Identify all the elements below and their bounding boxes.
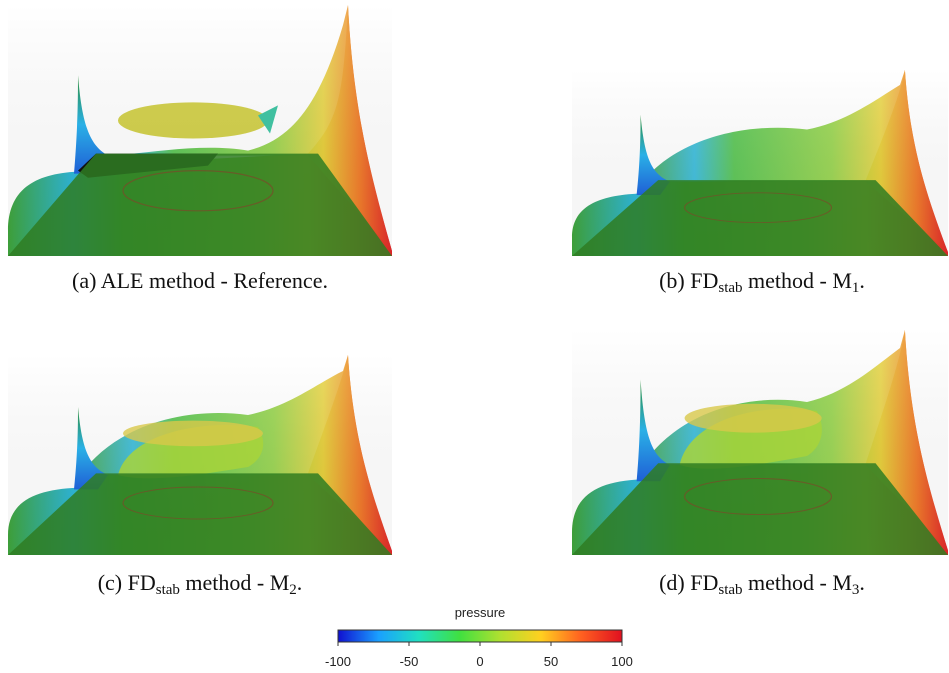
caption-subscript: stab <box>155 582 180 598</box>
colorbar-tick-label: 0 <box>476 654 483 669</box>
caption-text: . <box>859 268 865 293</box>
caption-text: (a) ALE method - Reference. <box>72 268 328 293</box>
surface-plot <box>8 5 392 256</box>
caption: (d) FDstab method - M3. <box>552 570 949 598</box>
caption-text: method - M <box>742 268 852 293</box>
lens-top <box>123 420 263 447</box>
surface-plot <box>572 330 948 555</box>
plane <box>8 153 392 256</box>
caption: (b) FDstab method - M1. <box>552 268 949 296</box>
caption-text: (b) FD <box>659 268 719 293</box>
caption-text: (d) FD <box>659 570 719 595</box>
lens <box>118 102 268 139</box>
plane <box>572 180 948 256</box>
surface-plot <box>572 70 948 256</box>
caption: (a) ALE method - Reference. <box>0 268 410 294</box>
surface-plot <box>8 355 392 555</box>
spike <box>74 407 108 490</box>
caption-text: . <box>296 570 303 595</box>
colorbar <box>337 629 623 643</box>
caption: (c) FDstab method - M2. <box>0 570 410 598</box>
caption-text: method - M <box>742 570 852 595</box>
caption-subscript: 1 <box>851 280 860 296</box>
trace <box>122 486 274 520</box>
caption-subscript: stab <box>718 582 743 598</box>
trace <box>684 192 833 223</box>
colorbar-tick-label: 50 <box>544 654 558 669</box>
colorbar-tick-label: -50 <box>400 654 419 669</box>
spike <box>74 75 108 174</box>
lens-top <box>684 403 822 433</box>
lens-tail <box>258 105 278 134</box>
trace <box>122 170 274 212</box>
caption-text: (c) FD <box>97 570 156 595</box>
caption-subscript: 2 <box>289 582 297 598</box>
caption-text: method - M <box>179 570 290 595</box>
colorbar-title: pressure <box>455 605 506 620</box>
plane <box>572 463 948 555</box>
spike <box>636 379 670 482</box>
colorbar-tick-label: 100 <box>611 654 633 669</box>
caption-text: . <box>859 570 865 595</box>
plane <box>8 473 392 555</box>
caption-subscript: stab <box>718 280 743 296</box>
caption-subscript: 3 <box>851 582 860 598</box>
spike <box>636 114 670 195</box>
colorbar-tick-label: -100 <box>325 654 351 669</box>
trace <box>684 477 833 516</box>
